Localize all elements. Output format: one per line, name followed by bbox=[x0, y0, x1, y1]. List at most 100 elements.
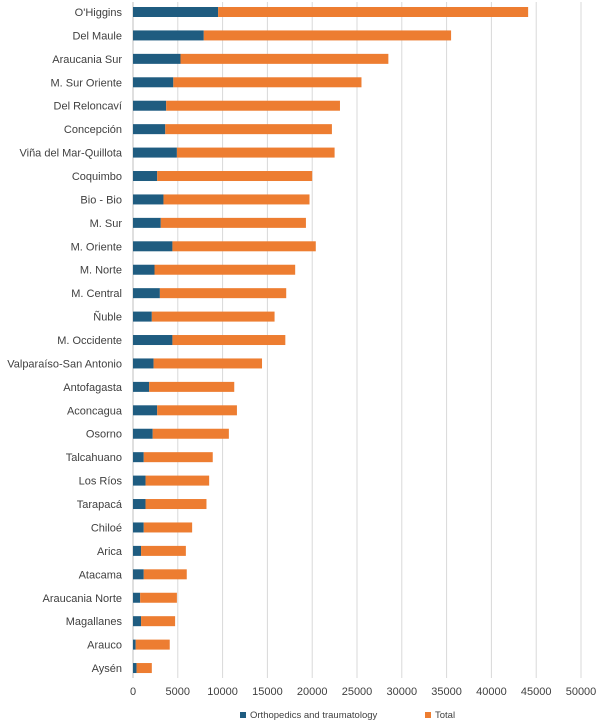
category-label: O'Higgins bbox=[75, 7, 123, 19]
bar-segment-total bbox=[154, 264, 296, 275]
category-label: Araucania Norte bbox=[43, 593, 123, 605]
bar-segment-total bbox=[160, 217, 306, 228]
bar-segment-total bbox=[151, 311, 275, 322]
category-label: Aysén bbox=[92, 663, 122, 675]
bar-segment-total bbox=[140, 592, 177, 603]
bar-segment-total bbox=[176, 147, 335, 158]
category-label: Antofagasta bbox=[63, 382, 123, 394]
bar-segment-orthopedics bbox=[133, 405, 158, 416]
bar-segment-orthopedics bbox=[133, 616, 142, 627]
x-tick-label: 20000 bbox=[297, 686, 328, 698]
bar-segment-orthopedics bbox=[133, 124, 166, 135]
bar-segment-total bbox=[152, 428, 229, 439]
bar-segment-total bbox=[157, 171, 313, 182]
bar-segment-orthopedics bbox=[133, 452, 144, 463]
x-tick-label: 45000 bbox=[521, 686, 552, 698]
bar-segment-total bbox=[163, 194, 310, 205]
bar-segment-orthopedics bbox=[133, 428, 153, 439]
bar-segment-orthopedics bbox=[133, 30, 204, 41]
x-tick-label: 50000 bbox=[566, 686, 597, 698]
bar-segment-orthopedics bbox=[133, 288, 160, 299]
bars bbox=[133, 7, 529, 674]
category-label: M. Occidente bbox=[57, 335, 122, 347]
bar-segment-total bbox=[141, 545, 186, 556]
bar-segment-total bbox=[145, 475, 210, 486]
bar-segment-orthopedics bbox=[133, 7, 219, 17]
category-label: Magallanes bbox=[66, 616, 123, 628]
bar-segment-orthopedics bbox=[133, 77, 174, 88]
bar-segment-total bbox=[203, 30, 452, 41]
bar-segment-total bbox=[149, 381, 235, 392]
category-label: Ñuble bbox=[93, 311, 122, 324]
x-tick-labels: 0 5000 10000 15000 20000 25000 30000 35000 40000… bbox=[130, 686, 596, 698]
category-label: Los Ríos bbox=[79, 476, 123, 488]
bar-segment-orthopedics bbox=[133, 100, 167, 111]
category-label: Aconcagua bbox=[67, 405, 123, 417]
bar-segment-orthopedics bbox=[133, 522, 144, 533]
x-tick-label: 5000 bbox=[166, 686, 190, 698]
category-label: Del Maule bbox=[72, 30, 122, 42]
bar-segment-total bbox=[136, 663, 152, 674]
legend-label-orthopedics: Orthopedics and traumatology bbox=[250, 710, 378, 721]
bar-segment-orthopedics bbox=[133, 264, 155, 275]
bar-segment-total bbox=[143, 452, 213, 463]
bar-segment-total bbox=[143, 522, 193, 533]
bar-segment-total bbox=[153, 358, 263, 369]
category-label: Coquimbo bbox=[72, 171, 122, 183]
category-label: Atacama bbox=[79, 569, 123, 581]
bar-segment-orthopedics bbox=[133, 217, 161, 228]
category-label: Araucania Sur bbox=[52, 54, 122, 66]
bar-segment-orthopedics bbox=[133, 381, 150, 392]
x-tick-label: 15000 bbox=[252, 686, 283, 698]
bar-segment-total bbox=[143, 569, 187, 580]
bar-segment-orthopedics bbox=[133, 194, 164, 205]
category-label: M. Oriente bbox=[71, 241, 122, 253]
bar-segment-orthopedics bbox=[133, 358, 154, 369]
legend-label-total: Total bbox=[435, 710, 455, 721]
bar-segment-total bbox=[218, 7, 529, 17]
legend-swatch-total bbox=[425, 712, 431, 718]
bar-segment-total bbox=[141, 616, 176, 627]
category-label: Del Reloncaví bbox=[54, 101, 122, 113]
bar-segment-orthopedics bbox=[133, 475, 146, 486]
bar-segment-total bbox=[135, 639, 170, 650]
bar-segment-orthopedics bbox=[133, 241, 173, 252]
category-label: Tarapacá bbox=[77, 499, 123, 511]
bar-segment-orthopedics bbox=[133, 335, 173, 346]
bar-segment-orthopedics bbox=[133, 147, 177, 158]
x-tick-label: 10000 bbox=[207, 686, 238, 698]
bar-segment-orthopedics bbox=[133, 171, 158, 182]
category-label: Bio - Bio bbox=[80, 194, 122, 206]
category-label: Talcahuano bbox=[66, 452, 122, 464]
bar-segment-total bbox=[180, 53, 389, 64]
bar-segment-orthopedics bbox=[133, 311, 152, 322]
category-label: M. Sur Oriente bbox=[50, 77, 122, 89]
x-tick-label: 25000 bbox=[342, 686, 373, 698]
category-label: M. Central bbox=[71, 288, 122, 300]
x-tick-label: 30000 bbox=[387, 686, 418, 698]
bar-segment-total bbox=[165, 124, 332, 135]
x-tick-label: 35000 bbox=[431, 686, 462, 698]
category-label: Arauco bbox=[87, 640, 122, 652]
category-label: Arica bbox=[97, 546, 123, 558]
bar-segment-total bbox=[172, 335, 286, 346]
category-label: Chiloé bbox=[91, 522, 122, 534]
category-label: Valparaíso-San Antonio bbox=[7, 358, 122, 370]
bar-segment-orthopedics bbox=[133, 545, 142, 556]
category-label: M. Sur bbox=[90, 218, 123, 230]
legend-swatch-orthopedics bbox=[240, 712, 246, 718]
category-label: Osorno bbox=[86, 429, 122, 441]
bar-segment-orthopedics bbox=[133, 663, 137, 674]
x-tick-label: 40000 bbox=[476, 686, 507, 698]
bar-segment-total bbox=[159, 288, 287, 299]
legend: Orthopedics and traumatology Total bbox=[240, 710, 455, 721]
bar-segment-total bbox=[157, 405, 237, 416]
bar-segment-orthopedics bbox=[133, 53, 181, 64]
bar-segment-orthopedics bbox=[133, 499, 146, 510]
x-tick-label: 0 bbox=[130, 686, 136, 698]
bar-segment-orthopedics bbox=[133, 639, 136, 650]
bar-segment-orthopedics bbox=[133, 569, 144, 580]
bar-segment-orthopedics bbox=[133, 592, 141, 603]
category-label: M. Norte bbox=[80, 265, 122, 277]
